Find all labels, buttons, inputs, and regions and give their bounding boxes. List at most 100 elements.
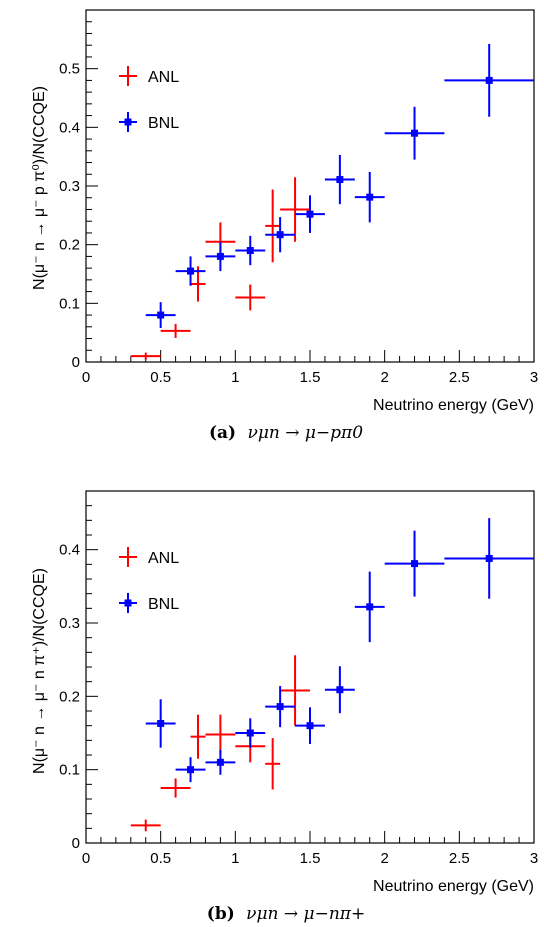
bnl-point-b xyxy=(145,699,176,748)
x-tick-label-b: 0 xyxy=(82,850,90,867)
bnl-marker-b xyxy=(157,719,165,727)
caption-b: (b) νμn → μ−nπ+ xyxy=(207,904,365,924)
y-tick-label-a: 0.3 xyxy=(59,178,80,195)
bnl-marker-b xyxy=(246,729,254,737)
anl-point-b xyxy=(160,778,191,798)
x-tick-label-b: 3 xyxy=(530,850,538,867)
bnl-point-a xyxy=(295,195,325,233)
chart-panel-a: 0 0.5 1 1.5 2 2.5 3 0 0.1 0.2 0.3 0.4 0.5 ANL BNL Neut… xyxy=(31,9,538,443)
bnl-marker-b xyxy=(276,703,284,711)
anl-point-a xyxy=(280,177,310,242)
anl-point-b xyxy=(205,714,236,755)
anl-point-b xyxy=(190,714,206,759)
legend-bnl-label-b: BNL xyxy=(148,596,179,613)
y-tick-label-a: 0.2 xyxy=(59,237,80,254)
y-tick-label-a: 0.1 xyxy=(59,295,80,312)
bnl-marker-b xyxy=(366,603,374,611)
bnl-point-b xyxy=(235,718,266,748)
plot-frame-b xyxy=(85,490,535,844)
anl-point-a xyxy=(160,323,191,338)
anl-point-a xyxy=(190,266,206,302)
y-axis-label-a: N(μ⁻ n → μ⁻ p π⁰)/N(CCQE) xyxy=(31,86,48,290)
x-tick-label-a: 1.5 xyxy=(300,369,321,386)
bnl-marker-a xyxy=(336,176,344,184)
legend-anl-a: ANL xyxy=(119,66,179,86)
bnl-point-a xyxy=(235,235,266,266)
x-tick-label-a: 3 xyxy=(530,369,538,386)
bnl-point-a xyxy=(324,154,355,205)
y-tick-label-a: 0.5 xyxy=(59,61,80,78)
anl-point-a xyxy=(265,189,281,263)
bnl-point-b xyxy=(295,707,325,744)
x-tick-label-a: 0 xyxy=(82,369,90,386)
legend-bnl-a: BNL xyxy=(119,112,179,132)
y-tick-label-a: 0 xyxy=(72,354,80,371)
bnl-marker-a xyxy=(411,129,419,137)
bnl-point-b xyxy=(265,686,296,728)
panel-label-a: (a) xyxy=(209,423,236,443)
plot-area-a: 0 0.5 1 1.5 2 2.5 3 0 0.1 0.2 0.3 0.4 0.5 ANL BNL xyxy=(59,9,538,386)
legend-anl-label-b: ANL xyxy=(148,550,179,567)
bnl-marker-a xyxy=(485,76,493,84)
bnl-point-b xyxy=(444,518,534,599)
bnl-point-a xyxy=(265,217,296,253)
x-tick-label-b: 0.5 xyxy=(150,850,171,867)
x-tick-label-a: 1 xyxy=(231,369,239,386)
plot-frame-a xyxy=(85,9,535,363)
bnl-marker-a xyxy=(246,247,254,255)
legend-anl-label-a: ANL xyxy=(148,69,179,86)
anl-point-b xyxy=(130,819,161,832)
caption-a: (a) νμn → μ−pπ0 xyxy=(209,423,363,443)
legend-bnl-b: BNL xyxy=(119,593,179,613)
chart-panel-b: 0 0.5 1 1.5 2 2.5 3 0 0.1 0.2 0.3 0.4 ANL BNL Neutrin… xyxy=(31,490,538,924)
bnl-marker-a xyxy=(366,193,374,201)
x-tick-label-b: 1 xyxy=(231,850,239,867)
x-tick-label-b: 1.5 xyxy=(300,850,321,867)
panel-label-b: (b) xyxy=(207,904,235,924)
bnl-marker-a xyxy=(187,267,195,275)
bnl-marker-a xyxy=(157,311,165,319)
bnl-marker-b xyxy=(336,686,344,694)
y-tick-label-b: 0.3 xyxy=(59,615,80,632)
caption-text-a: νμn → μ−pπ0 xyxy=(247,423,363,443)
bnl-point-a xyxy=(175,256,206,286)
x-tick-label-a: 2.5 xyxy=(449,369,470,386)
y-tick-label-b: 0.4 xyxy=(59,542,80,559)
bnl-point-b xyxy=(324,666,355,714)
bnl-point-a xyxy=(354,171,385,223)
y-tick-label-b: 0 xyxy=(72,835,80,852)
bnl-point-a xyxy=(444,44,534,117)
bnl-marker-a xyxy=(306,210,314,218)
bnl-marker-b xyxy=(411,560,419,568)
x-tick-label-b: 2 xyxy=(380,850,388,867)
bnl-point-a xyxy=(384,106,445,160)
bnl-marker-b xyxy=(306,722,314,730)
bnl-marker-b xyxy=(187,766,195,774)
x-tick-label-b: 2.5 xyxy=(449,850,470,867)
legend-bnl-marker-b xyxy=(124,599,132,607)
caption-text-b: νμn → μ−nπ+ xyxy=(246,904,365,924)
anl-point-a xyxy=(130,352,161,360)
bnl-marker-a xyxy=(216,252,224,260)
bnl-point-b xyxy=(354,571,385,643)
x-tick-label-a: 0.5 xyxy=(150,369,171,386)
bnl-marker-b xyxy=(216,758,224,766)
bnl-point-b xyxy=(175,757,206,783)
anl-point-a xyxy=(235,284,266,311)
legend-bnl-label-a: BNL xyxy=(148,115,179,132)
y-tick-label-b: 0.2 xyxy=(59,688,80,705)
y-tick-label-a: 0.4 xyxy=(59,119,80,136)
anl-point-b xyxy=(265,738,281,790)
x-axis-label-a: Neutrino energy (GeV) xyxy=(373,397,534,414)
y-tick-label-b: 0.1 xyxy=(59,762,80,779)
x-axis-label-b: Neutrino energy (GeV) xyxy=(373,878,534,895)
bnl-marker-b xyxy=(485,554,493,562)
legend-anl-b: ANL xyxy=(119,547,179,567)
y-axis-label-b: N(μ⁻ n → μ⁻ n π⁺)/N(CCQE) xyxy=(31,568,48,774)
anl-point-b xyxy=(280,655,310,726)
legend-bnl-marker-a xyxy=(124,118,132,126)
bnl-point-b xyxy=(384,530,445,597)
bnl-point-a xyxy=(145,302,176,328)
plot-area-b: 0 0.5 1 1.5 2 2.5 3 0 0.1 0.2 0.3 0.4 ANL BNL xyxy=(59,490,538,867)
bnl-marker-a xyxy=(276,231,284,239)
